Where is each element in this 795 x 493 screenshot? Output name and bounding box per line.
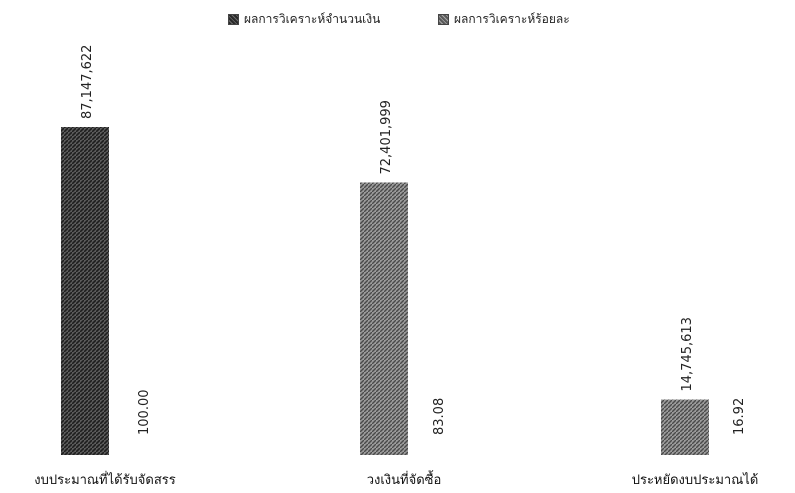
chart-legend: ผลการวิเคราะห์จำนวนเงิน ผลการวิเคราะห์ร้… xyxy=(0,6,795,30)
bars-layer xyxy=(61,127,709,455)
bar-amount-3 xyxy=(661,399,709,455)
value-label-amount-2: 72,401,999 xyxy=(379,100,394,174)
category-label-2: วงเงินที่จัดซื้อ xyxy=(367,470,442,488)
value-label-percent-1: 100.00 xyxy=(137,390,152,436)
value-label-percent-2: 83.08 xyxy=(432,398,447,435)
category-label-3: ประหยัดงบประมาณได้ xyxy=(632,472,759,488)
category-label-1: งบประมาณที่ได้รับจัดสรร xyxy=(34,471,176,488)
legend-swatch-percent xyxy=(438,14,449,25)
value-label-percent-3: 16.92 xyxy=(732,398,747,435)
legend-item-percent: ผลการวิเคราะห์ร้อยละ xyxy=(438,10,570,29)
value-label-amount-3: 14,745,613 xyxy=(680,317,695,391)
bar-amount-2 xyxy=(360,182,408,455)
legend-item-amount: ผลการวิเคราะห์จำนวนเงิน xyxy=(228,10,380,29)
labels-layer: 87,147,622 100.00 งบประมาณที่ได้รับจัดสรร 7… xyxy=(34,45,758,488)
legend-label-percent: ผลการวิเคราะห์ร้อยละ xyxy=(454,12,570,26)
legend-label-amount: ผลการวิเคราะห์จำนวนเงิน xyxy=(244,12,381,26)
legend-swatch-amount xyxy=(228,14,239,25)
value-label-amount-1: 87,147,622 xyxy=(80,45,95,119)
bar-amount-1 xyxy=(61,127,109,455)
